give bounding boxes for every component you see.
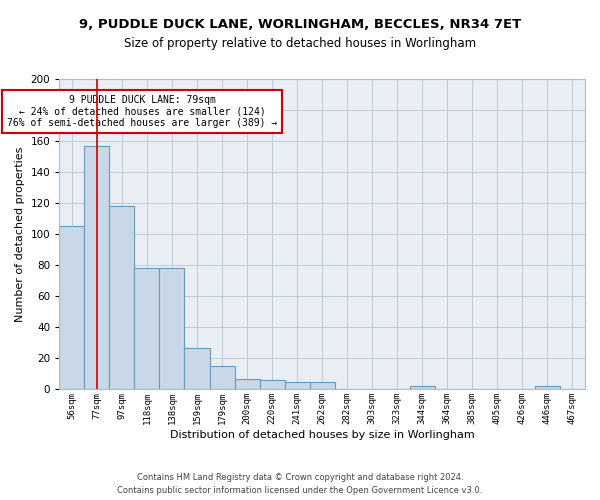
Bar: [109, 206, 134, 390]
Text: Contains HM Land Registry data © Crown copyright and database right 2024.: Contains HM Land Registry data © Crown c…: [137, 472, 463, 482]
Bar: [160, 268, 184, 390]
Bar: [209, 366, 235, 390]
Bar: [134, 268, 160, 390]
Bar: [284, 382, 310, 390]
Bar: [310, 382, 335, 390]
Bar: [59, 226, 85, 390]
Y-axis label: Number of detached properties: Number of detached properties: [15, 146, 25, 322]
X-axis label: Distribution of detached houses by size in Worlingham: Distribution of detached houses by size …: [170, 430, 475, 440]
Bar: [85, 146, 109, 390]
Bar: [410, 386, 435, 390]
Text: Size of property relative to detached houses in Worlingham: Size of property relative to detached ho…: [124, 38, 476, 51]
Bar: [260, 380, 284, 390]
Bar: [535, 386, 560, 390]
Text: Contains public sector information licensed under the Open Government Licence v3: Contains public sector information licen…: [118, 486, 482, 495]
Bar: [184, 348, 209, 390]
Bar: [235, 378, 260, 390]
Text: 9 PUDDLE DUCK LANE: 79sqm
← 24% of detached houses are smaller (124)
76% of semi: 9 PUDDLE DUCK LANE: 79sqm ← 24% of detac…: [7, 94, 277, 128]
Text: 9, PUDDLE DUCK LANE, WORLINGHAM, BECCLES, NR34 7ET: 9, PUDDLE DUCK LANE, WORLINGHAM, BECCLES…: [79, 18, 521, 30]
